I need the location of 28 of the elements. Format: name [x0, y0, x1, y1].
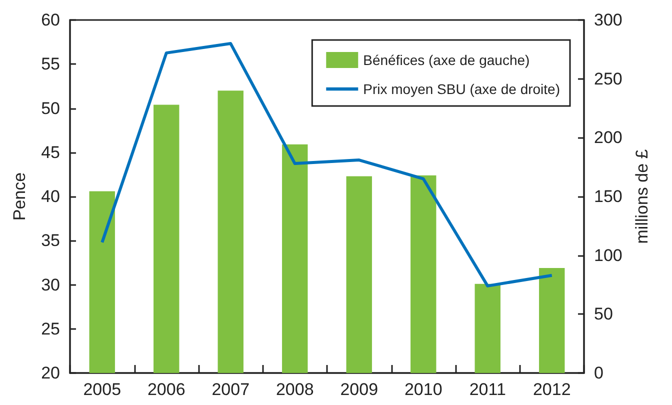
x-tick-label: 2012	[532, 380, 571, 399]
y-tick-label: 30	[41, 275, 60, 294]
y-tick-label: 50	[41, 98, 60, 118]
x-tick-label: 2011	[469, 380, 506, 399]
y-tick-label: 40	[41, 187, 60, 206]
y2-tick-label: 200	[594, 128, 622, 148]
y-axis-title: Pence	[10, 172, 29, 221]
y-tick-label: 20	[41, 364, 60, 382]
x-tick-label: 2005	[83, 380, 122, 399]
x-tick-label: 2010	[404, 380, 442, 399]
y-tick-label: 60	[41, 10, 60, 30]
y-tick-label: 25	[41, 319, 60, 338]
y2-tick-label: 50	[594, 304, 613, 324]
y2-tick-label: 150	[594, 187, 622, 206]
y-tick-label: 45	[41, 142, 60, 162]
y2-tick-label: 250	[594, 69, 622, 88]
y-tick-label: 35	[41, 231, 60, 250]
y-tick-label: 55	[41, 54, 60, 74]
x-tick-label: 2009	[340, 380, 378, 399]
x-tick-label: 2006	[147, 380, 186, 399]
legend-label: Bénéfices (axe de gauche)	[363, 52, 530, 68]
x-tick-label: 2007	[212, 380, 250, 399]
y2-axis-title: millions de £	[632, 148, 652, 244]
y2-tick-label: 300	[594, 10, 622, 30]
y2-tick-label: 0	[594, 364, 604, 382]
x-tick-label: 2008	[276, 380, 314, 399]
legend-label: Prix moyen SBU (axe de droite)	[363, 81, 560, 97]
y2-tick-label: 100	[594, 246, 622, 265]
